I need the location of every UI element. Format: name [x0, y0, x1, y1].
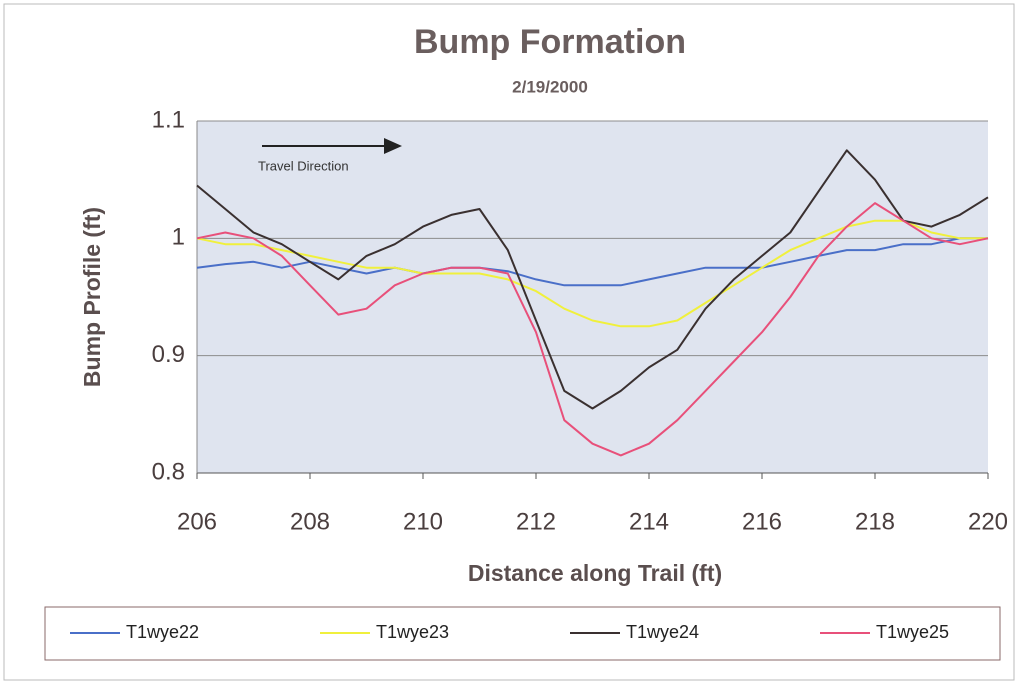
plot-area	[197, 121, 988, 473]
y-tick-label: 0.8	[152, 458, 185, 485]
x-tick-label: 220	[968, 508, 1008, 535]
x-tick-label: 206	[177, 508, 217, 535]
x-tick-label: 210	[403, 508, 443, 535]
y-tick-label: 1.1	[152, 106, 185, 133]
chart-subtitle: 2/19/2000	[512, 77, 588, 96]
x-tick-label: 214	[629, 508, 669, 535]
chart-title: Bump Formation	[414, 23, 686, 61]
legend-label: T1wye23	[376, 622, 449, 642]
series-line	[196, 202, 989, 457]
legend-label: T1wye25	[876, 622, 949, 642]
series-line	[196, 219, 988, 328]
legend-label: T1wye24	[626, 622, 699, 642]
x-tick-label: 216	[742, 508, 782, 535]
series-line	[196, 149, 989, 410]
legend-box	[44, 606, 1001, 661]
x-axis-label: Distance along Trail (ft)	[468, 560, 722, 586]
arrow-head	[384, 138, 402, 154]
legend-label: T1wye22	[126, 622, 199, 642]
y-tick-label: 1	[172, 224, 185, 251]
x-tick-label: 218	[855, 508, 895, 535]
annotation: Travel Direction	[258, 158, 349, 173]
series-line	[196, 237, 988, 287]
y-axis-label: Bump Profile (ft)	[79, 207, 105, 387]
x-tick-label: 212	[516, 508, 556, 535]
x-tick-label: 208	[290, 508, 330, 535]
y-tick-label: 0.9	[152, 341, 185, 368]
